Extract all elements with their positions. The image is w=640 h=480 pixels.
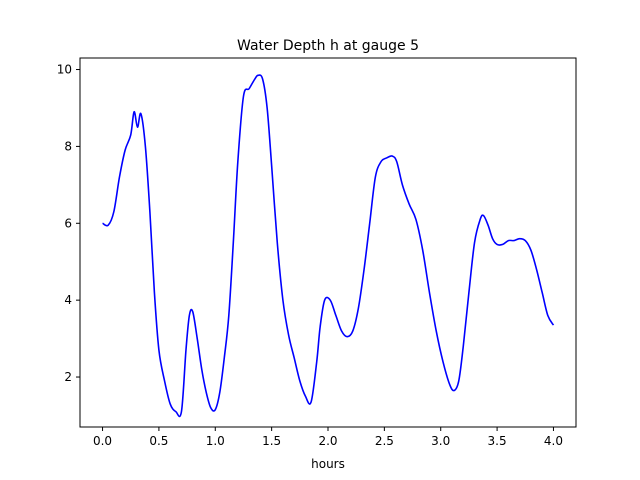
y-tick-label: 2 (64, 370, 72, 384)
y-tick-label: 8 (64, 139, 72, 153)
y-axis: 2 4 6 8 10 (57, 63, 80, 384)
x-tick-label: 4.0 (544, 434, 563, 448)
y-tick-label: 4 (64, 293, 72, 307)
y-tick-label: 6 (64, 216, 72, 230)
x-tick-label: 0.5 (149, 434, 168, 448)
x-axis-label: hours (311, 457, 345, 471)
x-tick-label: 1.0 (206, 434, 225, 448)
x-tick-label: 0.0 (93, 434, 112, 448)
x-tick-label: 3.5 (488, 434, 507, 448)
chart-title: Water Depth h at gauge 5 (237, 38, 419, 54)
x-tick-label: 2.0 (318, 434, 337, 448)
plot-area (102, 74, 555, 418)
y-tick-label: 10 (57, 63, 72, 77)
x-tick-label: 1.5 (262, 434, 281, 448)
x-tick-label: 2.5 (375, 434, 394, 448)
x-tick-label: 3.0 (431, 434, 450, 448)
x-axis: 0.0 0.5 1.0 1.5 2.0 2.5 3.0 3.5 4.0 (93, 427, 563, 448)
series-line-0 (102, 74, 555, 418)
